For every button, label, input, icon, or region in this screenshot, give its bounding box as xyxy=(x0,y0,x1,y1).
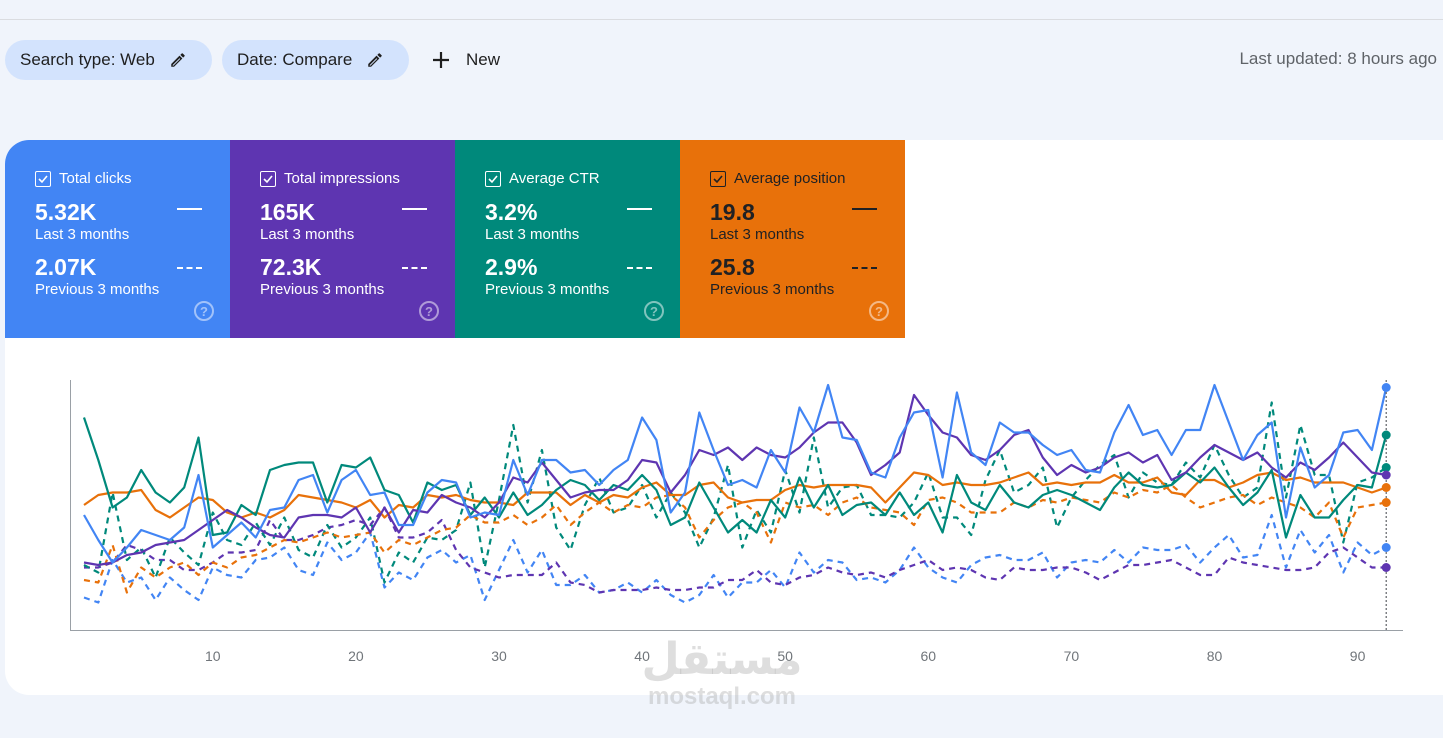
x-tick-label: 10 xyxy=(205,648,221,664)
solid-line-legend-icon xyxy=(177,208,202,210)
checkbox-checked-icon[interactable] xyxy=(485,170,501,187)
checkbox-checked-icon[interactable] xyxy=(260,170,276,187)
metric-current-period: Last 3 months xyxy=(260,226,355,243)
metric-previous-period: Previous 3 months xyxy=(260,281,385,298)
chart-axes xyxy=(70,380,1403,631)
x-tick-label: 60 xyxy=(921,648,937,664)
metric-tile-total-clicks[interactable]: Total clicks 5.32K Last 3 months 2.07K P… xyxy=(5,140,230,338)
x-tick-label: 50 xyxy=(777,648,793,664)
metric-current-value: 3.2% xyxy=(485,199,538,225)
top-divider xyxy=(0,19,1443,20)
series-line-average-ctr-current xyxy=(82,417,1388,539)
series-line-total-impressions-previous xyxy=(84,506,1387,594)
metric-current-value: 5.32K xyxy=(35,199,97,225)
dashed-line-legend-icon xyxy=(627,267,652,269)
series-line-average-ctr-previous xyxy=(83,401,1387,584)
search-type-filter-chip[interactable]: Search type: Web xyxy=(5,40,212,80)
x-tick-label: 70 xyxy=(1064,648,1080,664)
dashed-line-legend-icon xyxy=(177,267,202,269)
x-axis-ticks: 10 20 30 40 50 60 70 80 90 xyxy=(205,648,1366,664)
watermark-latin: mostaql.com xyxy=(647,683,797,710)
dashed-line-legend-icon xyxy=(402,267,427,269)
solid-line-legend-icon xyxy=(402,208,427,210)
data-point-total-impressions-previous[interactable] xyxy=(1381,563,1391,572)
dashed-line-legend-icon xyxy=(852,267,877,269)
pencil-icon xyxy=(171,53,185,67)
hover-points xyxy=(1381,380,1391,630)
date-filter-chip[interactable]: Date: Compare xyxy=(222,40,409,80)
x-tick-label: 40 xyxy=(634,648,650,664)
x-tick-label: 30 xyxy=(491,648,507,664)
x-tick-label: 80 xyxy=(1207,648,1223,664)
metric-previous-period: Previous 3 months xyxy=(35,281,160,298)
data-point-average-position-previous[interactable] xyxy=(1381,498,1391,507)
metric-label: Average position xyxy=(734,170,846,187)
metric-current-period: Last 3 months xyxy=(35,226,130,243)
metric-current-value: 165K xyxy=(260,199,315,225)
help-icon[interactable]: ? xyxy=(194,301,214,321)
data-point-average-ctr-current[interactable] xyxy=(1381,430,1391,440)
series-line-total-clicks-current xyxy=(83,383,1388,564)
metric-current-value: 19.8 xyxy=(710,199,755,225)
new-filter-label: New xyxy=(466,50,501,69)
watermark-arabic: مستقل xyxy=(641,634,803,685)
new-filter-button[interactable]: New xyxy=(430,40,500,80)
x-tick-label: 20 xyxy=(348,648,364,664)
data-point-total-clicks-previous[interactable] xyxy=(1381,543,1391,552)
mostaql-watermark: مستقل mostaql.com xyxy=(632,636,812,710)
data-point-average-position-current[interactable] xyxy=(1381,483,1391,492)
last-updated-text: Last updated: 8 hours ago xyxy=(1239,49,1437,68)
metric-previous-value: 2.9% xyxy=(485,254,538,280)
chart-series xyxy=(82,383,1388,604)
help-icon[interactable]: ? xyxy=(419,301,439,321)
metric-previous-value: 2.07K xyxy=(35,254,97,280)
search-type-filter-label: Search type: Web xyxy=(20,50,155,69)
data-point-total-impressions-current[interactable] xyxy=(1381,470,1391,480)
metric-label: Total impressions xyxy=(284,170,400,187)
metric-previous-value: 25.8 xyxy=(710,254,755,280)
metric-previous-value: 72.3K xyxy=(260,254,322,280)
metric-previous-period: Previous 3 months xyxy=(485,281,610,298)
series-line-total-impressions-current xyxy=(83,393,1387,567)
metric-tile-average-ctr[interactable]: Average CTR 3.2% Last 3 months 2.9% Prev… xyxy=(455,140,680,338)
metric-tile-total-impressions[interactable]: Total impressions 165K Last 3 months 72.… xyxy=(230,140,455,338)
metric-current-period: Last 3 months xyxy=(710,226,805,243)
metric-label: Average CTR xyxy=(509,170,600,187)
x-tick-label: 90 xyxy=(1350,648,1366,664)
metric-previous-period: Previous 3 months xyxy=(710,281,835,298)
plus-icon xyxy=(433,52,449,68)
series-line-average-position-current xyxy=(83,471,1387,519)
pencil-icon xyxy=(368,53,383,67)
metric-current-period: Last 3 months xyxy=(485,226,580,243)
help-icon[interactable]: ? xyxy=(869,301,889,321)
help-icon[interactable]: ? xyxy=(644,301,664,321)
date-filter-label: Date: Compare xyxy=(237,50,353,69)
solid-line-legend-icon xyxy=(852,208,877,210)
series-line-total-clicks-previous xyxy=(83,513,1387,604)
data-point-total-clicks-current[interactable] xyxy=(1381,383,1391,392)
solid-line-legend-icon xyxy=(627,208,652,210)
checkbox-checked-icon[interactable] xyxy=(35,170,51,187)
checkbox-checked-icon[interactable] xyxy=(710,170,726,187)
metric-tile-average-position[interactable]: Average position 19.8 Last 3 months 25.8… xyxy=(680,140,905,338)
metric-label: Total clicks xyxy=(59,170,132,187)
data-point-average-ctr-previous[interactable] xyxy=(1381,463,1391,472)
